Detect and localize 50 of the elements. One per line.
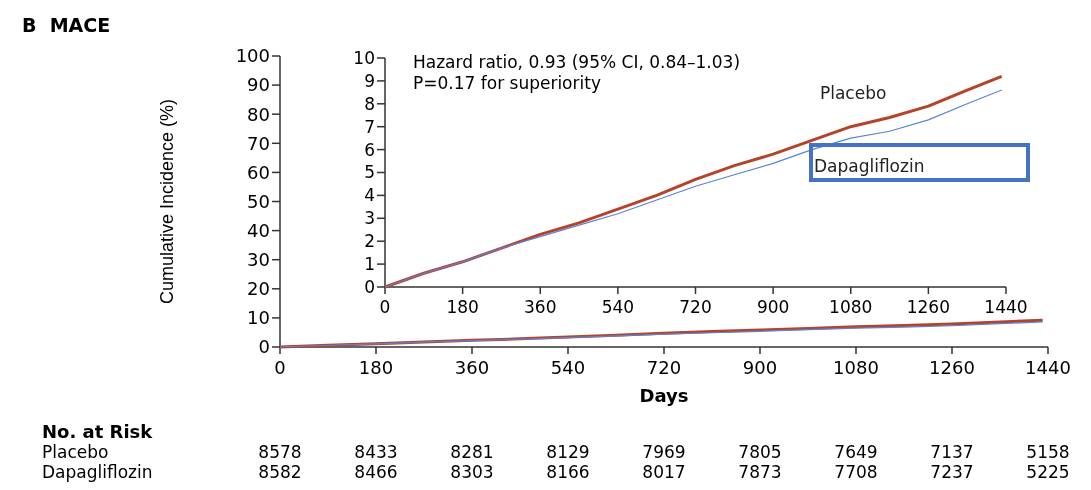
x-tick-label: 1260 bbox=[906, 297, 951, 317]
y-tick-label: 4 bbox=[364, 185, 375, 206]
y-tick-label: 70 bbox=[247, 132, 270, 154]
y-tick-label: 9 bbox=[364, 70, 375, 91]
y-tick-label: 2 bbox=[364, 231, 375, 252]
y-tick-label: 10 bbox=[353, 47, 375, 68]
y-tick-label: 80 bbox=[247, 103, 270, 125]
x-tick-label: 180 bbox=[358, 357, 394, 378]
x-tick-label: 360 bbox=[524, 297, 557, 317]
text: No. at Risk bbox=[42, 421, 154, 442]
x-tick-label: 540 bbox=[601, 297, 635, 317]
text: Dapagliflozin 8582 8466 8303 8166 8017 7873 7708 7237 5225 bbox=[42, 462, 1070, 482]
x-tick-label: 1440 bbox=[1025, 357, 1071, 378]
x-tick-label: 1080 bbox=[833, 357, 879, 378]
x-tick-label: 1260 bbox=[929, 357, 975, 378]
x-tick-label: 360 bbox=[454, 357, 490, 378]
x-tick-label: 1080 bbox=[829, 297, 873, 317]
y-tick-label: 10 bbox=[247, 307, 270, 329]
x-tick-label: 540 bbox=[550, 357, 586, 378]
series-label: Dapagliflozin bbox=[813, 155, 925, 176]
y-tick-label: 3 bbox=[364, 208, 375, 229]
y-tick-label: 6 bbox=[364, 139, 375, 160]
x-tick-label: 180 bbox=[446, 297, 479, 317]
y-tick-label: 7 bbox=[364, 116, 375, 137]
x-axis-title: Days bbox=[639, 385, 689, 406]
x-tick-label: 0 bbox=[379, 297, 391, 317]
x-tick-label: 0 bbox=[274, 357, 286, 378]
y-tick-label: 1 bbox=[364, 254, 375, 275]
text: Placebo 8578 8433 8281 8129 7969 7805 7649 7137 5158 bbox=[42, 442, 1070, 462]
x-tick-label: 900 bbox=[756, 297, 790, 317]
y-tick-label: 40 bbox=[247, 219, 270, 241]
y-tick-label: 60 bbox=[247, 161, 270, 183]
y-tick-label: 90 bbox=[247, 74, 270, 96]
x-tick-label: 720 bbox=[679, 297, 712, 317]
y-tick-label: 0 bbox=[258, 336, 270, 358]
y-tick-label: 8 bbox=[364, 93, 375, 114]
x-tick-label: 720 bbox=[646, 357, 682, 378]
y-tick-label: 20 bbox=[247, 278, 270, 300]
y-tick-label: 50 bbox=[247, 190, 270, 212]
text: B MACE bbox=[22, 14, 111, 36]
y-tick-label: 100 bbox=[235, 45, 270, 67]
series-label: Placebo bbox=[819, 83, 887, 104]
x-tick-label: 1440 bbox=[984, 297, 1028, 317]
x-tick-label: 900 bbox=[742, 357, 778, 378]
annotation: P=0.17 for superiority bbox=[413, 73, 601, 93]
y-tick-label: 0 bbox=[364, 276, 375, 297]
y-axis-title: Cumulative Incidence (%) bbox=[157, 98, 177, 305]
y-tick-label: 30 bbox=[247, 249, 270, 270]
y-tick-label: 5 bbox=[364, 162, 375, 183]
annotation: Hazard ratio, 0.93 (95% CI, 0.84–1.03) bbox=[413, 52, 741, 72]
